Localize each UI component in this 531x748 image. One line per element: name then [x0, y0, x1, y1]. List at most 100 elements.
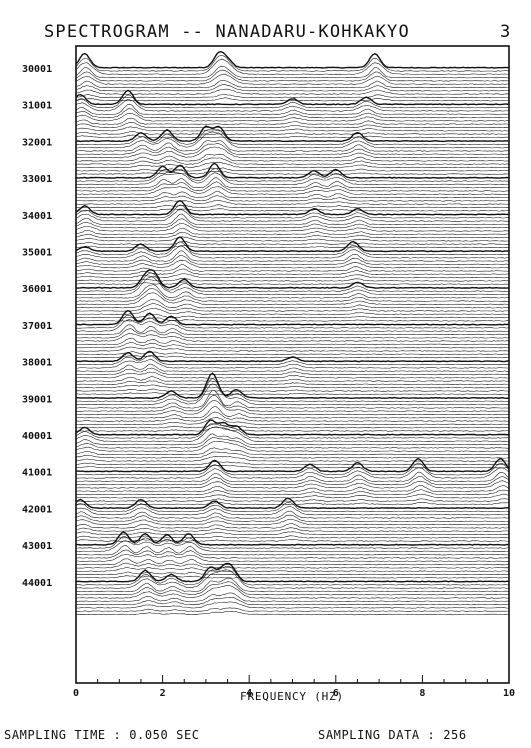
series-subline	[75, 367, 510, 376]
series-subline	[75, 88, 510, 95]
series-subline	[75, 161, 510, 169]
series-subline	[75, 426, 510, 442]
series-subline	[75, 476, 510, 486]
series-subline	[75, 377, 510, 402]
series-subline	[75, 94, 509, 109]
series-subline	[75, 273, 510, 279]
series-subline	[75, 514, 510, 522]
series-subline	[75, 167, 510, 172]
series-subline	[76, 359, 510, 369]
series-line	[76, 531, 510, 546]
x-tick-label: 0	[73, 688, 79, 699]
series-subline	[75, 607, 509, 612]
series-subline	[75, 549, 510, 559]
series-line	[75, 419, 510, 436]
series-subline	[75, 259, 510, 269]
series-subline	[75, 562, 510, 569]
y-tick-label: 38001	[22, 358, 52, 369]
series-subline	[75, 277, 510, 282]
y-tick-label: 30001	[22, 64, 52, 75]
series-subline	[75, 566, 510, 586]
series-subline	[76, 181, 510, 192]
series-subline	[75, 437, 509, 449]
series-line	[75, 562, 510, 583]
x-tick-label: 10	[503, 688, 515, 699]
series-subline	[75, 250, 510, 262]
x-tick-label: 6	[333, 688, 339, 699]
series-subline	[75, 363, 509, 372]
series-subline	[75, 292, 510, 305]
series-subline	[75, 58, 510, 75]
series-subline	[75, 117, 510, 125]
series-subline	[75, 342, 510, 349]
series-subline	[75, 527, 510, 532]
series-subline	[75, 456, 510, 462]
series-line	[75, 236, 510, 253]
x-tick-label: 8	[419, 688, 425, 699]
series-subline	[75, 168, 510, 182]
series-subline	[75, 578, 510, 592]
series-subline	[75, 140, 510, 152]
series-subline	[75, 518, 510, 526]
series-subline	[75, 209, 510, 222]
y-tick-label: 41001	[22, 468, 52, 479]
series-subline	[75, 218, 510, 229]
series-line	[75, 497, 509, 510]
series-subline	[75, 371, 509, 379]
series-subline	[75, 172, 510, 185]
series-subline	[75, 153, 510, 162]
sampling-time: SAMPLING TIME : 0.050 SEC	[4, 728, 200, 742]
series-subline	[75, 400, 510, 416]
series-line	[75, 457, 510, 473]
series-subline	[75, 108, 510, 119]
series-subline	[75, 128, 510, 145]
series-subline	[75, 227, 509, 235]
series-subline	[76, 406, 510, 419]
y-tick-label: 37001	[22, 321, 52, 332]
series-subline	[76, 272, 510, 292]
series-subline	[75, 308, 510, 315]
y-tick-label: 44001	[22, 578, 52, 589]
series-subline	[75, 186, 510, 195]
series-subline	[75, 55, 510, 72]
series-subline	[75, 245, 510, 249]
series-subline	[75, 531, 510, 536]
series-subline	[75, 569, 510, 589]
series-subline	[75, 99, 509, 112]
series-subline	[75, 319, 510, 332]
series-subline	[75, 69, 510, 82]
series-line	[75, 199, 510, 216]
series-subline	[75, 462, 510, 476]
series-subline	[75, 143, 510, 155]
series-subline	[76, 208, 510, 212]
series-subline	[75, 390, 510, 409]
series-subline	[75, 392, 510, 395]
series-line	[75, 309, 510, 326]
series-subline	[75, 97, 510, 102]
y-tick-label: 39001	[22, 394, 52, 405]
series-subline	[75, 467, 510, 479]
series-subline	[75, 276, 509, 296]
series-subline	[75, 461, 510, 465]
series-subline	[76, 471, 510, 482]
series-subline	[75, 213, 510, 225]
trace-group	[75, 51, 510, 616]
series-subline	[75, 157, 510, 165]
y-tick-label: 35001	[22, 248, 52, 259]
series-subline	[75, 65, 510, 79]
series-subline	[75, 288, 509, 302]
y-tick-label: 43001	[22, 541, 52, 552]
series-subline	[75, 171, 510, 175]
series-subline	[75, 523, 510, 529]
series-subline	[75, 223, 510, 232]
series-line	[75, 162, 510, 179]
series-subline	[75, 195, 510, 202]
y-tick-label: 34001	[22, 211, 52, 222]
series-subline	[75, 126, 510, 132]
series-subline	[75, 581, 510, 596]
series-subline	[75, 324, 510, 336]
series-subline	[75, 567, 509, 572]
series-subline	[75, 241, 509, 256]
